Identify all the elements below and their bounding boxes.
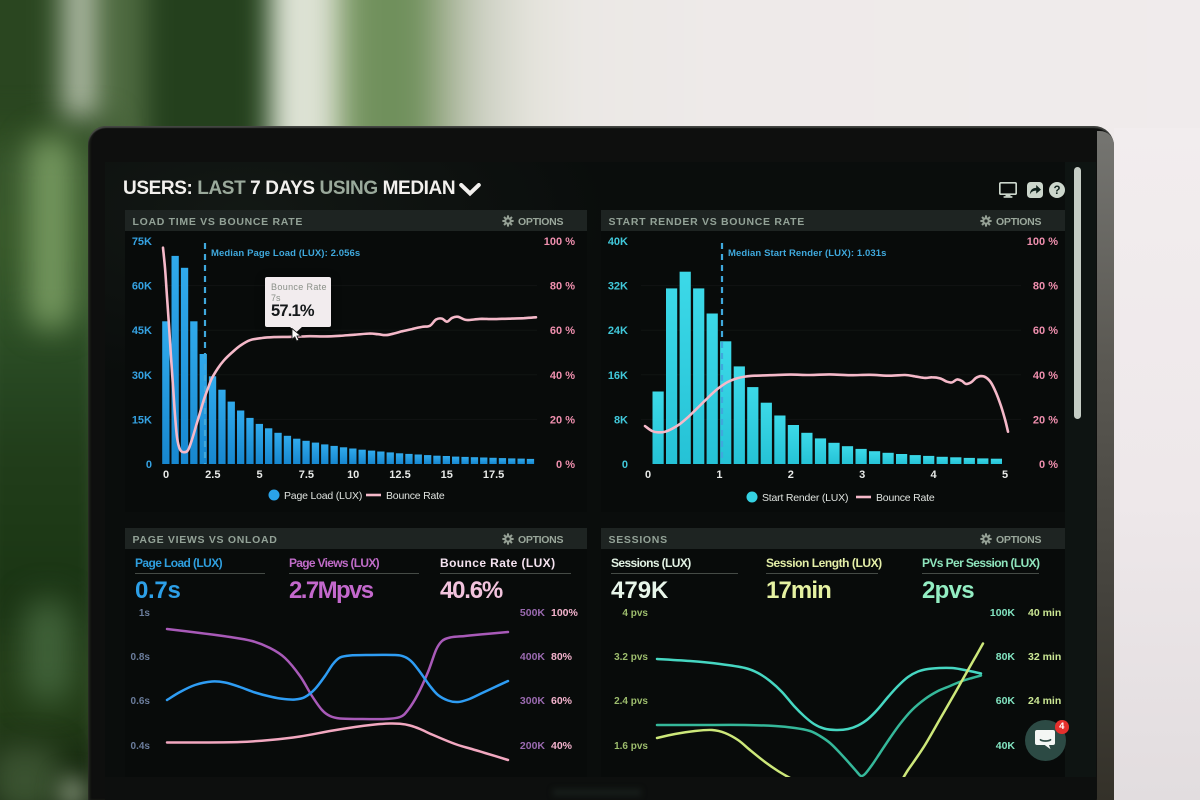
svg-text:16K: 16K [608,370,628,382]
svg-text:40 %: 40 % [550,370,575,382]
svg-text:Bounce Rate: Bounce Rate [386,490,445,502]
svg-text:24K: 24K [608,325,628,337]
svg-text:40K: 40K [608,236,628,248]
svg-text:12.5: 12.5 [389,469,410,481]
svg-text:Bounce Rate: Bounce Rate [876,492,935,504]
svg-text:30K: 30K [132,370,152,382]
svg-text:Page Load (LUX): Page Load (LUX) [284,490,362,502]
svg-text:75K: 75K [132,236,152,248]
svg-text:0 %: 0 % [1039,459,1058,471]
svg-text:60K: 60K [132,281,152,293]
svg-text:20 %: 20 % [1033,414,1058,426]
svg-text:0: 0 [163,469,169,481]
svg-text:45K: 45K [132,325,152,337]
svg-text:7.5: 7.5 [299,469,314,481]
svg-text:80 %: 80 % [550,281,575,293]
svg-text:Start Render (LUX): Start Render (LUX) [762,492,848,504]
svg-text:Median Page Load (LUX): 2.056s: Median Page Load (LUX): 2.056s [211,248,360,259]
svg-text:60 %: 60 % [550,325,575,337]
svg-text:20 %: 20 % [550,414,575,426]
svg-text:1: 1 [716,469,722,481]
svg-text:32K: 32K [608,281,628,293]
svg-text:17.5: 17.5 [483,469,504,481]
svg-text:0: 0 [645,469,651,481]
svg-text:Median Start Render (LUX): 1.0: Median Start Render (LUX): 1.031s [728,248,887,259]
svg-text:0 %: 0 % [556,459,575,471]
svg-text:100 %: 100 % [1027,236,1058,248]
svg-text:80 %: 80 % [1033,281,1058,293]
svg-text:0: 0 [622,459,628,471]
svg-text:5: 5 [1002,469,1008,481]
svg-text:?: ? [1053,185,1060,197]
svg-text:3: 3 [859,469,865,481]
svg-text:0: 0 [146,459,152,471]
svg-text:4: 4 [931,469,938,481]
svg-text:40 %: 40 % [1033,370,1058,382]
svg-text:2: 2 [788,469,794,481]
svg-text:2.5: 2.5 [205,469,220,481]
svg-text:15K: 15K [132,414,152,426]
svg-text:5: 5 [257,469,263,481]
svg-text:100 %: 100 % [544,236,575,248]
svg-text:10: 10 [347,469,359,481]
svg-text:15: 15 [441,469,453,481]
svg-text:8K: 8K [614,414,628,426]
svg-text:60 %: 60 % [1033,325,1058,337]
